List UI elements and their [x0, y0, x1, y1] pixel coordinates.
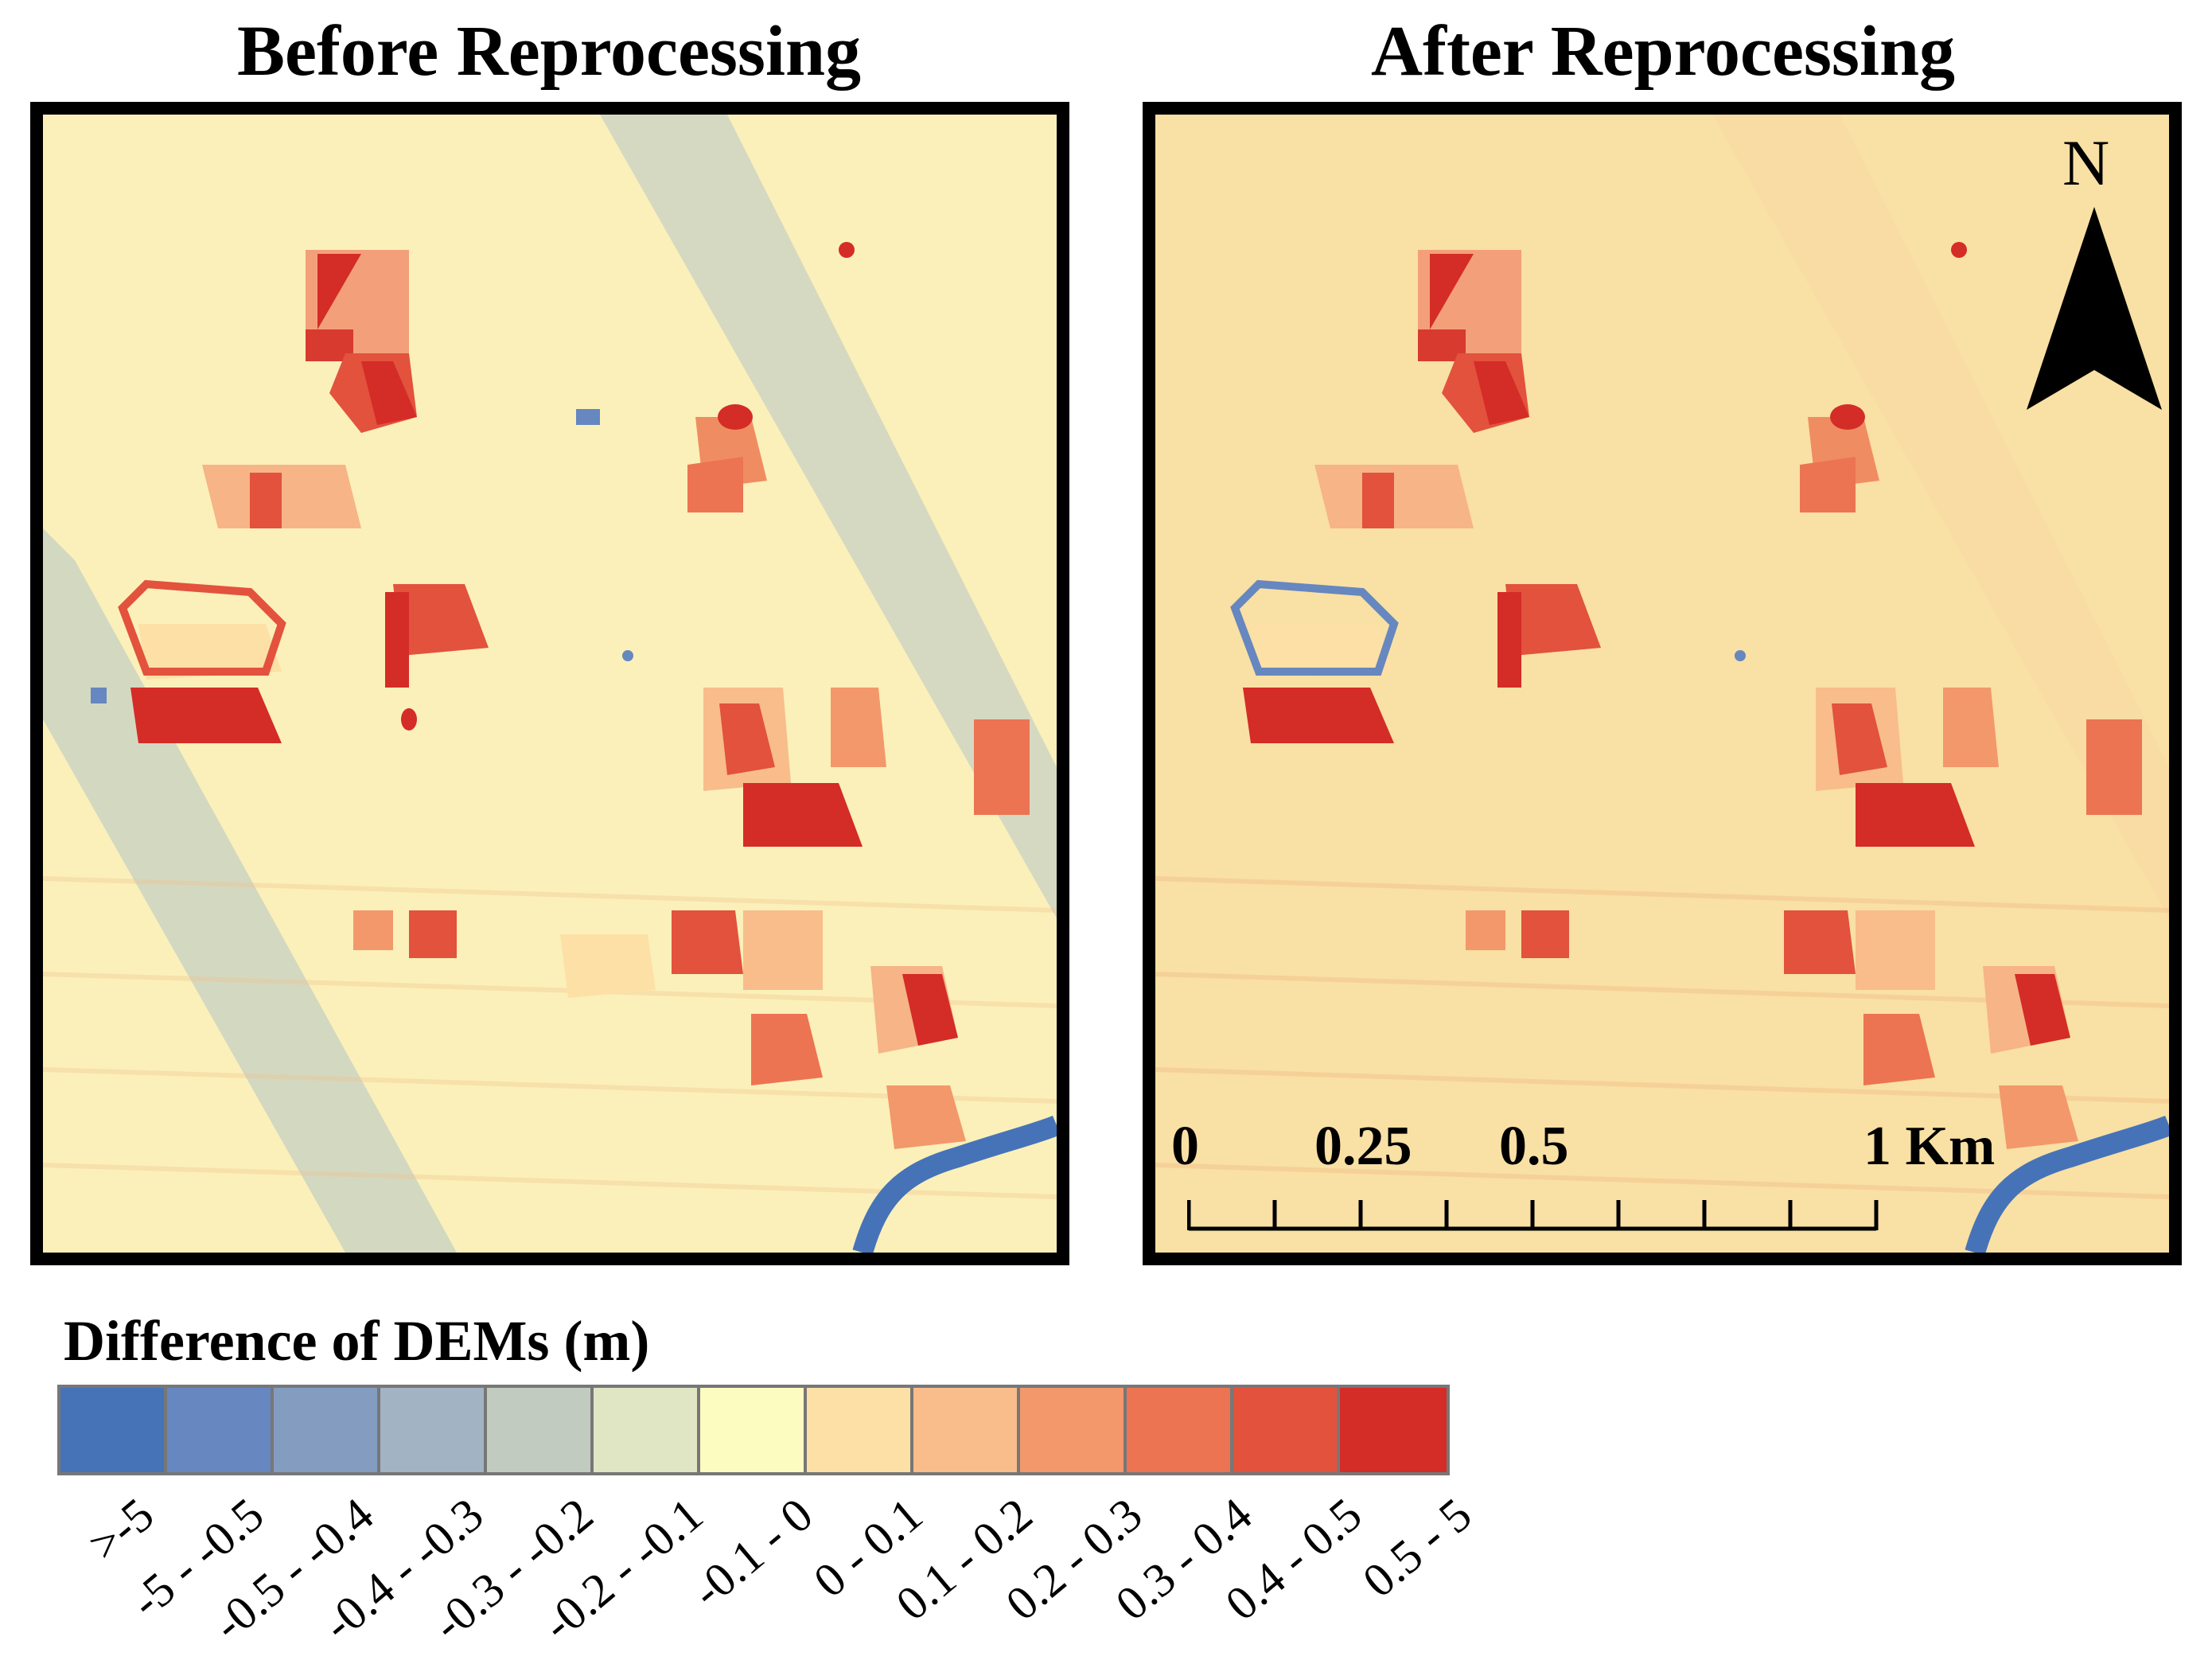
scale-label-0-5: 0.5 — [1499, 1116, 1569, 1177]
legend-swatch — [594, 1388, 700, 1472]
legend-color-bar — [57, 1385, 1450, 1475]
legend-title: Difference of DEMs (m) — [64, 1309, 650, 1373]
map-before-reprocessing — [30, 102, 1069, 1265]
legend-label: >-5 — [78, 1487, 164, 1572]
scale-label-0: 0 — [1171, 1116, 1199, 1177]
legend-swatch — [1340, 1388, 1447, 1472]
north-arrow-icon — [2027, 207, 2162, 410]
north-label: N — [2062, 127, 2110, 199]
map-after-raster — [1155, 115, 2169, 1253]
legend-swatch — [913, 1388, 1020, 1472]
map-before-raster — [43, 115, 1057, 1253]
legend-label: -0.1 - 0 — [682, 1487, 823, 1618]
scale-label-1km: 1 Km — [1863, 1116, 1996, 1177]
legend-swatch — [60, 1388, 167, 1472]
legend-swatch — [1233, 1388, 1340, 1472]
map-after-reprocessing: N 0 0.25 0.5 1 Km — [1143, 102, 2182, 1265]
left-panel-title: Before Reprocessing — [236, 12, 862, 91]
scale-label-0-25: 0.25 — [1314, 1116, 1412, 1177]
right-panel-title: After Reprocessing — [1370, 12, 1956, 91]
legend-swatch — [487, 1388, 594, 1472]
legend-swatch — [1020, 1388, 1127, 1472]
legend-swatch — [1127, 1388, 1233, 1472]
legend-swatch — [700, 1388, 807, 1472]
legend-swatch — [167, 1388, 274, 1472]
scale-bar-line — [1187, 1200, 1879, 1231]
legend-swatch — [380, 1388, 487, 1472]
legend-swatch — [807, 1388, 913, 1472]
legend-label: 0.5 - 5 — [1353, 1487, 1482, 1607]
legend-swatch — [274, 1388, 380, 1472]
